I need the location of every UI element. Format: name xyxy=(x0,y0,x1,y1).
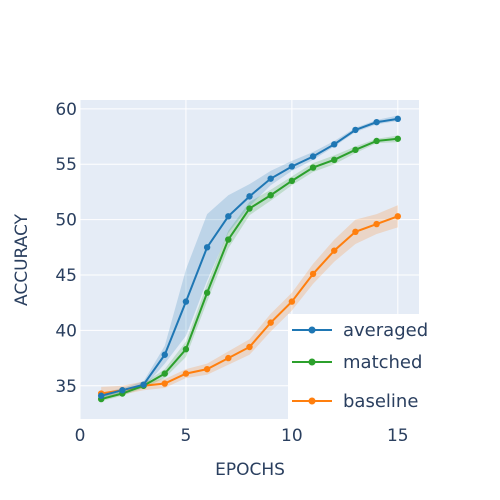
data-point-averaged xyxy=(119,387,126,394)
data-point-averaged xyxy=(352,126,359,134)
data-point-baseline xyxy=(225,354,232,362)
data-point-averaged xyxy=(97,392,105,399)
data-point-matched xyxy=(373,137,380,145)
legend-label-matched: matched xyxy=(343,352,422,373)
data-point-matched xyxy=(246,205,253,212)
data-point-baseline xyxy=(182,370,190,377)
series-points xyxy=(97,115,402,403)
data-point-averaged xyxy=(373,118,380,126)
x-tick-labels: 0 5 10 15 xyxy=(75,426,409,446)
data-point-baseline xyxy=(373,220,380,228)
data-point-baseline xyxy=(161,380,168,387)
data-point-averaged xyxy=(203,244,211,251)
data-point-matched xyxy=(288,177,296,185)
y-tick-label: 35 xyxy=(55,377,77,397)
legend-label-baseline: baseline xyxy=(343,391,418,412)
data-point-baseline xyxy=(203,365,211,373)
data-point-baseline xyxy=(267,319,274,326)
data-point-baseline xyxy=(331,247,338,254)
x-tick-label: 15 xyxy=(387,426,409,446)
data-point-averaged xyxy=(394,115,402,123)
data-point-matched xyxy=(161,370,168,377)
data-point-averaged xyxy=(161,351,168,358)
data-point-averaged xyxy=(309,153,317,160)
legend-marker-baseline xyxy=(308,397,316,405)
x-tick-label: 5 xyxy=(181,426,192,446)
y-tick-label: 55 xyxy=(55,155,77,175)
data-point-baseline xyxy=(309,270,317,278)
data-point-averaged xyxy=(267,175,274,182)
data-point-matched xyxy=(331,156,338,164)
legend-marker-matched xyxy=(308,358,316,366)
x-tick-label: 10 xyxy=(281,426,303,446)
legend: averaged matched baseline xyxy=(288,314,433,426)
data-point-matched xyxy=(182,346,190,353)
data-point-baseline xyxy=(288,298,296,305)
data-point-matched xyxy=(225,236,232,243)
grid-lines xyxy=(79,100,419,419)
y-tick-labels: 35 40 45 50 55 60 xyxy=(55,100,77,397)
legend-label-averaged: averaged xyxy=(343,320,428,341)
y-tick-label: 45 xyxy=(55,266,77,286)
data-point-baseline xyxy=(352,228,359,236)
data-point-matched xyxy=(394,135,402,142)
legend-marker-averaged xyxy=(308,326,316,334)
error-band-baseline xyxy=(101,205,398,401)
x-tick-label: 0 xyxy=(75,426,86,446)
y-tick-label: 50 xyxy=(55,211,77,231)
data-point-averaged xyxy=(225,213,232,220)
y-tick-label: 60 xyxy=(55,100,77,120)
x-axis-title: EPOCHS xyxy=(215,460,285,480)
data-point-matched xyxy=(267,192,274,199)
data-point-averaged xyxy=(140,381,147,388)
data-point-baseline xyxy=(394,213,402,220)
y-axis-title: ACCURACY xyxy=(12,213,32,306)
data-point-matched xyxy=(309,164,317,171)
data-point-baseline xyxy=(246,343,253,351)
data-point-matched xyxy=(352,146,359,154)
data-point-averaged xyxy=(246,193,253,200)
data-point-averaged xyxy=(331,141,338,148)
data-point-averaged xyxy=(182,298,190,305)
data-point-averaged xyxy=(288,163,296,170)
data-point-matched xyxy=(203,289,211,296)
y-tick-label: 40 xyxy=(55,321,77,341)
